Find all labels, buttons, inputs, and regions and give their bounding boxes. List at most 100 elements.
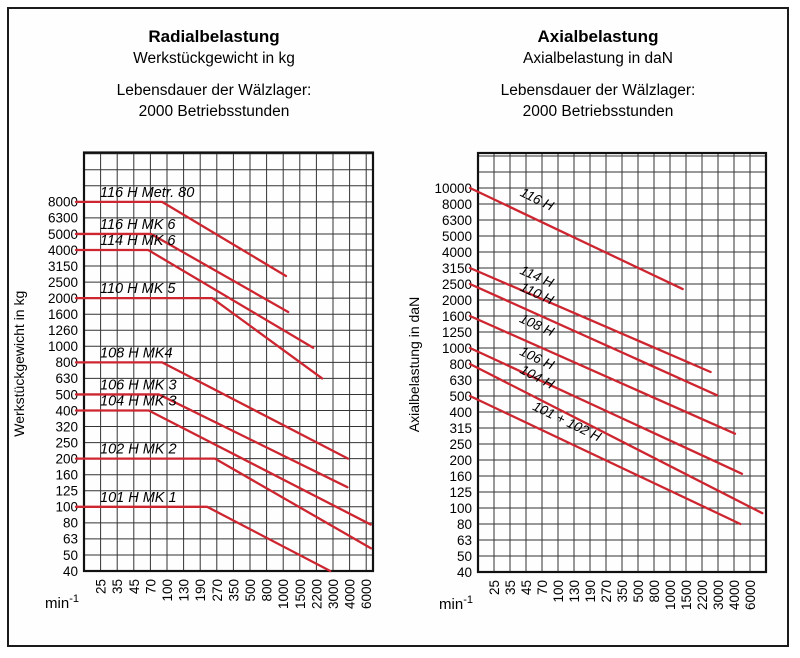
y-axis-title: Axialbelastung in daN (406, 297, 422, 432)
radial-title: Radialbelastung (148, 27, 280, 46)
x-tick-label: 6000 (743, 580, 758, 610)
y-tick-label: 315 (449, 421, 472, 436)
axial-title: Axialbelastung (537, 27, 659, 46)
y-tick-label: 6300 (442, 213, 472, 228)
x-tick-label: 1000 (663, 580, 678, 610)
series-line-102-h-mk-2 (74, 457, 373, 550)
y-tick-label: 250 (55, 435, 78, 450)
series-line-104-h-mk-3 (74, 409, 372, 526)
y-tick-label: 200 (55, 451, 78, 466)
y-tick-label: 1600 (442, 309, 472, 324)
y-tick-label: 160 (449, 469, 472, 484)
series-label-108-h-mk4: 108 H MK4 (100, 345, 173, 361)
series-line-110-h (468, 282, 719, 397)
radial-note-line1: Lebensdauer der Wälzlager: (116, 82, 312, 99)
x-unit-label: min-1 (439, 594, 473, 613)
series-line-104-h (468, 362, 764, 515)
series-line-101-102-h (468, 394, 742, 526)
series-line-116-h (468, 186, 684, 291)
y-tick-label: 2500 (442, 277, 472, 292)
y-tick-label: 8000 (48, 195, 78, 210)
y-tick-label: 125 (449, 485, 472, 500)
y-tick-label: 63 (457, 533, 472, 548)
y-tick-label: 63 (63, 532, 78, 547)
radial-subtitle: Werkstückgewicht in kg (133, 50, 295, 67)
series-line-114-h (468, 266, 712, 374)
y-tick-label: 5000 (442, 229, 472, 244)
x-tick-label: 350 (226, 579, 241, 602)
series-label-102-h-mk-2: 102 H MK 2 (100, 442, 177, 458)
y-tick-label: 8000 (442, 197, 472, 212)
y-tick-label: 40 (63, 564, 78, 579)
x-tick-label: 1500 (679, 580, 694, 610)
y-tick-label: 500 (449, 389, 472, 404)
x-tick-label: 500 (243, 579, 258, 602)
x-tick-label: 800 (260, 579, 275, 602)
y-tick-label: 1250 (442, 325, 472, 340)
y-tick-label: 160 (55, 468, 78, 483)
series-line-110-h-mk-5 (74, 297, 324, 380)
y-tick-label: 1260 (48, 323, 78, 338)
x-tick-label: 35 (503, 580, 518, 595)
y-tick-label: 400 (449, 405, 472, 420)
y-tick-label: 80 (63, 516, 78, 531)
series-label-104-h-mk-3: 104 H MK 3 (100, 394, 177, 410)
y-tick-label: 2000 (48, 291, 78, 306)
y-tick-label: 5000 (48, 227, 78, 242)
y-tick-label: 125 (55, 484, 78, 499)
y-tick-label: 630 (55, 371, 78, 386)
y-tick-label: 80 (457, 517, 472, 532)
plot-border (476, 151, 768, 574)
x-tick-label: 2200 (695, 580, 710, 610)
y-tick-label: 800 (449, 357, 472, 372)
x-tick-label: 270 (599, 580, 614, 603)
y-tick-label: 400 (55, 403, 78, 418)
x-tick-label: 4000 (727, 580, 742, 610)
x-tick-label: 35 (110, 579, 125, 594)
x-tick-label: 130 (177, 579, 192, 602)
x-tick-label: 45 (519, 580, 534, 595)
x-tick-label: 70 (535, 580, 550, 595)
y-tick-label: 3150 (442, 261, 472, 276)
y-tick-label: 10000 (434, 181, 472, 196)
x-tick-label: 3000 (326, 579, 341, 609)
y-tick-label: 250 (449, 437, 472, 452)
series-line-114-h-mk-6 (74, 248, 315, 349)
y-tick-label: 200 (449, 453, 472, 468)
x-tick-label: 100 (551, 580, 566, 603)
y-tick-label: 3150 (48, 259, 78, 274)
x-tick-label: 500 (631, 580, 646, 603)
x-tick-label: 270 (210, 579, 225, 602)
x-tick-label: 6000 (359, 579, 374, 609)
x-tick-label: 190 (193, 579, 208, 602)
series-line-106-h (468, 346, 744, 475)
series-line-108-h (468, 314, 737, 435)
y-tick-label: 100 (449, 501, 472, 516)
x-tick-label: 4000 (343, 579, 358, 609)
axial-subtitle: Axialbelastung in daN (523, 50, 673, 67)
series-label-101-h-mk-1: 101 H MK 1 (100, 490, 177, 506)
series-label-116-h: 116 H (518, 185, 556, 214)
y-axis-title: Werkstückgewicht in kg (11, 291, 27, 437)
series-label-106-h-mk-3: 106 H MK 3 (100, 377, 177, 393)
series-line-116-h-metr-80 (74, 200, 288, 278)
x-tick-label: 70 (143, 579, 158, 594)
y-tick-label: 320 (55, 419, 78, 434)
series-label-114-h-mk-6: 114 H MK 6 (100, 233, 176, 249)
y-tick-label: 630 (449, 373, 472, 388)
y-tick-label: 2000 (442, 293, 472, 308)
x-tick-label: 800 (647, 580, 662, 603)
series-line-108-h-mk4 (74, 361, 350, 460)
x-tick-label: 350 (615, 580, 630, 603)
x-tick-label: 45 (127, 579, 142, 594)
x-unit-label: min-1 (45, 593, 79, 612)
series-label-110-h-mk-5: 110 H MK 5 (100, 281, 176, 297)
y-tick-label: 2500 (48, 275, 78, 290)
x-tick-label: 2200 (309, 579, 324, 609)
y-tick-label: 800 (55, 355, 78, 370)
y-tick-label: 1000 (442, 341, 472, 356)
series-line-106-h-mk-3 (74, 393, 349, 489)
